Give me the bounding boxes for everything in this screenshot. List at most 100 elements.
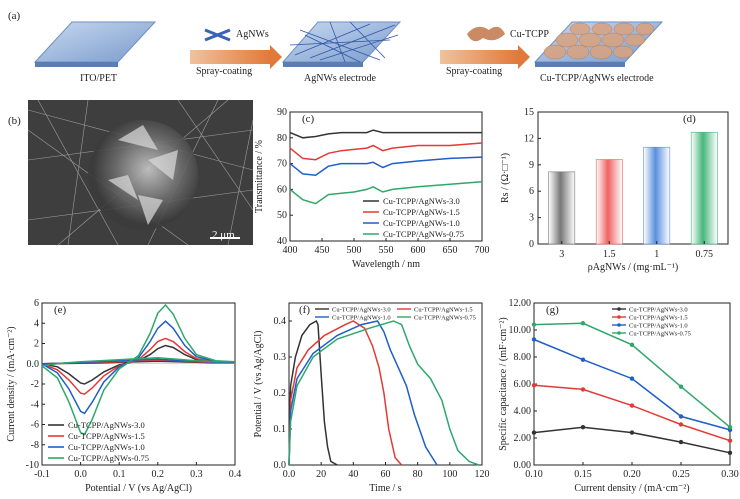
series-line	[288, 320, 480, 466]
y-tick-label: 4	[34, 318, 39, 329]
series-line	[41, 344, 236, 385]
data-point	[531, 322, 537, 327]
x-tick-label: 3	[559, 249, 564, 260]
bar	[643, 146, 671, 245]
x-tick-label: 0.3	[190, 469, 203, 480]
bar	[548, 171, 576, 245]
agnws-substrate	[281, 21, 402, 63]
x-tick-label: 80	[413, 469, 423, 480]
data-point	[580, 357, 586, 362]
data-point	[629, 342, 635, 348]
y-tick-label: 0.4	[274, 316, 287, 327]
series-line	[289, 129, 482, 139]
legend-label: Cu-TCPP/AgNWs-1.0	[383, 218, 460, 228]
legend-label: Cu-TCPP/AgNWs-1.0	[332, 315, 391, 322]
y-tick-label: 3	[529, 213, 534, 224]
data-point	[629, 376, 635, 381]
y-tick-label: 6	[34, 298, 39, 309]
x-tick-label: 0.2	[152, 469, 165, 480]
panel-label-c: (c)	[302, 113, 315, 125]
x-tick-label: 40	[348, 469, 358, 480]
y-tick-label: 90	[277, 107, 287, 118]
x-tick-label: 550	[379, 245, 394, 256]
bar	[690, 131, 718, 245]
x-tick-label: 600	[411, 245, 426, 256]
x-axis-label: Potential / V (vs Ag/AgCl)	[85, 483, 192, 494]
panel-label-d: (d)	[683, 113, 696, 125]
x-tick-label: 60	[381, 469, 391, 480]
electrode1-label: AgNWs electrode	[304, 73, 376, 84]
data-point	[678, 439, 684, 445]
y-tick-label: -4	[31, 399, 39, 410]
series-line	[533, 338, 731, 431]
legend-marker	[617, 307, 621, 311]
panel-label-b: (b)	[8, 115, 21, 127]
legend-label: Cu-TCPP/AgNWs-3.0	[629, 307, 688, 314]
sem-scale-label: 2 μm	[212, 229, 235, 241]
y-axis-label: Rs / (Ω·□⁻¹)	[500, 153, 511, 203]
y-tick-label: 0.2	[274, 388, 287, 399]
y-tick-label: 0.1	[274, 424, 287, 435]
sem-image	[28, 100, 253, 245]
chart-cv: -0.1 0.0 0.1 0.2 0.3 0.4 -10 -8 -6 -4 -2 0.0 2 4 6 Pote…	[6, 298, 242, 494]
y-tick-label: 40	[277, 236, 287, 247]
series-line	[288, 320, 438, 466]
data-point	[580, 425, 586, 430]
series-line	[41, 303, 236, 436]
x-tick-label: -0.1	[34, 469, 50, 480]
series-line	[289, 142, 483, 161]
legend-label: Cu-TCPP/AgNWs-3.0	[332, 307, 391, 314]
y-tick-label: 6	[529, 186, 534, 197]
step1-label: Spray-coating	[196, 66, 253, 77]
y-tick-label: 12.00	[509, 298, 532, 309]
y-tick-label: 60	[277, 184, 287, 195]
legend-label: Cu-TCPP/AgNWs-1.5	[68, 431, 145, 441]
y-tick-label: 0.3	[274, 352, 287, 363]
legend-label: Cu-TCPP/AgNWs-0.75	[629, 331, 691, 338]
legend-label: Cu-TCPP/AgNWs-1.0	[629, 323, 688, 330]
data-point	[727, 438, 733, 443]
cutcpp-legend-label: Cu-TCPP	[510, 29, 549, 40]
x-tick-label: 0.1	[113, 469, 126, 480]
substrate-label: ITO/PET	[80, 73, 118, 84]
legend-label: Cu-TCPP/AgNWs-0.75	[383, 229, 464, 239]
x-tick-label: 0.75	[696, 249, 714, 260]
y-tick-label: 2.00	[514, 433, 532, 444]
schematic-drawing	[33, 21, 664, 67]
y-tick-label: 9	[529, 160, 534, 171]
x-tick-label: 0.30	[721, 469, 739, 480]
agnws-network	[289, 21, 399, 63]
data-point	[580, 387, 586, 392]
data-point	[531, 383, 537, 388]
y-tick-label: 12	[524, 133, 534, 144]
data-point	[580, 321, 586, 326]
legend-label: Cu-TCPP/AgNWs-1.5	[629, 315, 688, 322]
legend-label: Cu-TCPP/AgNWs-1.5	[383, 207, 460, 217]
series-line	[288, 320, 403, 466]
x-tick-label: 700	[475, 245, 490, 256]
y-tick-label: 80	[277, 133, 287, 144]
x-tick-label: 0.4	[229, 469, 242, 480]
y-tick-label: 70	[277, 159, 287, 170]
y-tick-label: -2	[31, 379, 39, 390]
y-tick-label: 50	[277, 210, 287, 221]
x-tick-label: 0.20	[623, 469, 641, 480]
y-tick-label: -10	[26, 460, 39, 471]
panel-label-g: (g)	[546, 304, 559, 316]
legend-label: Cu-TCPP/AgNWs-3.0	[383, 196, 460, 206]
ito-pet-edge	[35, 62, 118, 67]
y-axis-label: Specific capacitance / (mF·cm⁻²)	[498, 317, 509, 451]
step2-arrow	[440, 45, 530, 69]
x-axis-label: Wavelength / nm	[352, 259, 420, 270]
data-point	[531, 337, 537, 342]
y-tick-label: 0.00	[514, 460, 532, 471]
series-line	[533, 322, 731, 428]
y-tick-label: 2	[34, 339, 39, 350]
panel-label-f: (f)	[299, 304, 310, 316]
panel-label-a: (a)	[8, 10, 21, 22]
cu-tcpp-legend-icon	[467, 26, 505, 42]
bar	[595, 159, 623, 245]
legend-label: Cu-TCPP/AgNWs-1.5	[414, 307, 473, 314]
chart-sheet-resistance: 3 1.5 1 0.75 0 3 6 9 12 15 ρAgNWs / (mg·mL⁻¹) Rs / …	[500, 107, 729, 273]
x-tick-label: 0.0	[283, 469, 296, 480]
